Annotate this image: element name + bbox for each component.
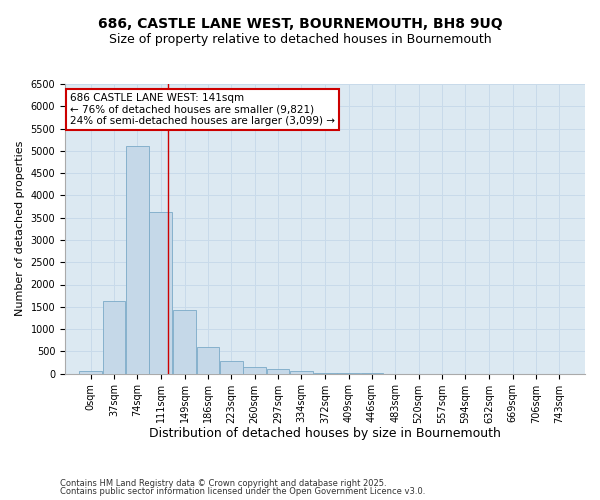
Bar [197, 347, 220, 374]
Bar [126, 146, 149, 374]
Y-axis label: Number of detached properties: Number of detached properties [15, 141, 25, 316]
Bar [149, 212, 172, 374]
Bar [290, 372, 313, 374]
Bar [173, 310, 196, 374]
X-axis label: Distribution of detached houses by size in Bournemouth: Distribution of detached houses by size … [149, 427, 501, 440]
Bar [266, 370, 289, 374]
Bar [79, 372, 102, 374]
Text: Contains public sector information licensed under the Open Government Licence v3: Contains public sector information licen… [60, 487, 425, 496]
Bar [103, 301, 125, 374]
Text: 686, CASTLE LANE WEST, BOURNEMOUTH, BH8 9UQ: 686, CASTLE LANE WEST, BOURNEMOUTH, BH8 … [98, 18, 502, 32]
Text: Contains HM Land Registry data © Crown copyright and database right 2025.: Contains HM Land Registry data © Crown c… [60, 478, 386, 488]
Bar [220, 361, 243, 374]
Bar [243, 367, 266, 374]
Bar [314, 372, 337, 374]
Text: 686 CASTLE LANE WEST: 141sqm
← 76% of detached houses are smaller (9,821)
24% of: 686 CASTLE LANE WEST: 141sqm ← 76% of de… [70, 92, 335, 126]
Text: Size of property relative to detached houses in Bournemouth: Size of property relative to detached ho… [109, 32, 491, 46]
